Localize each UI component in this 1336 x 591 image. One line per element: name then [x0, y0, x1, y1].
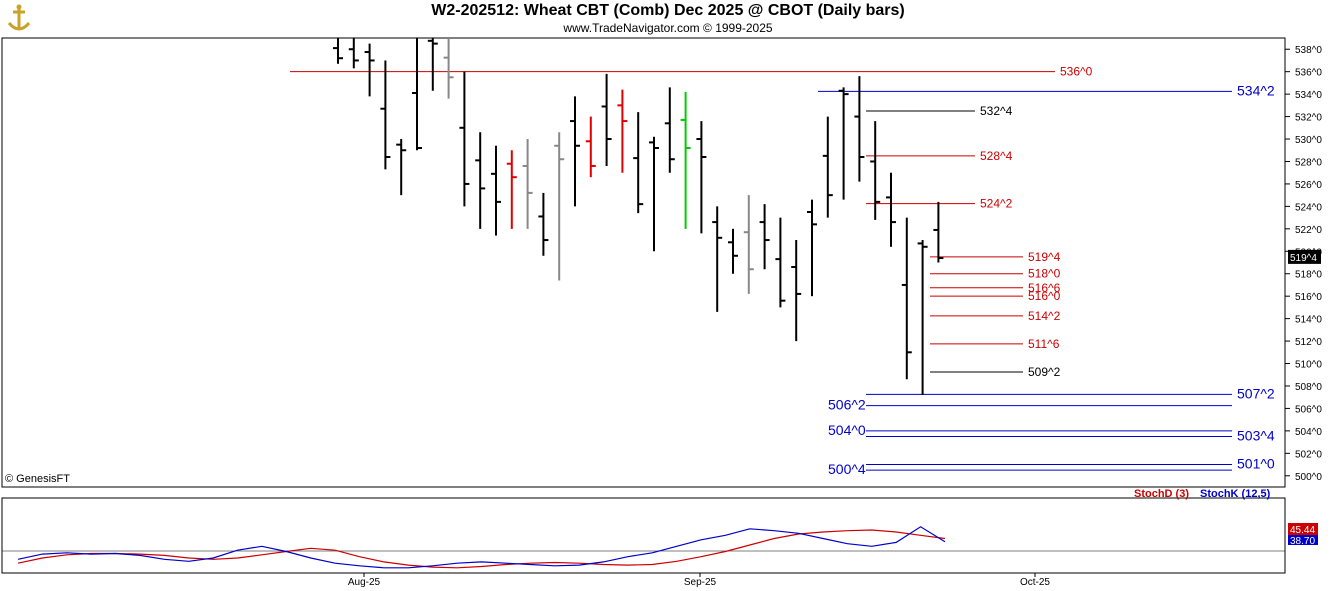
- stoch-line: [17, 529, 946, 569]
- ohlc-bar: [617, 89, 628, 173]
- y-tick-label: 510^0: [1295, 360, 1322, 371]
- y-tick-label: 504^0: [1295, 427, 1322, 438]
- level-label: 536^0: [1060, 65, 1093, 79]
- ohlc-bar: [491, 145, 501, 236]
- y-tick-label: 516^0: [1295, 292, 1322, 303]
- ohlc-bar: [696, 121, 707, 234]
- level-label: 519^4: [1028, 250, 1061, 264]
- ohlc-bar: [506, 150, 517, 229]
- y-tick-label: 512^0: [1295, 337, 1322, 348]
- ohlc-bar: [633, 112, 644, 214]
- stochk-value-tag: [1288, 535, 1318, 545]
- y-tick-label: 538^0: [1295, 45, 1322, 56]
- y-tick-label: 524^0: [1295, 202, 1322, 213]
- last-price-tag: [1288, 249, 1321, 264]
- ohlc-bar: [743, 195, 754, 294]
- stochk-legend: StochK (12,5): [1200, 488, 1271, 500]
- ohlc-bar: [712, 206, 723, 312]
- y-tick-label: 532^0: [1295, 113, 1322, 124]
- y-tick-label: 500^0: [1295, 472, 1322, 483]
- level-label: 518^0: [1028, 267, 1061, 281]
- ohlc-bar: [554, 132, 565, 281]
- level-label: 524^2: [980, 197, 1013, 211]
- y-tick-label: 534^0: [1295, 90, 1322, 101]
- level-label: 532^4: [980, 104, 1013, 118]
- chart-header: W2-202512: Wheat CBT (Comb) Dec 2025 @ C…: [0, 0, 1336, 38]
- chart-subtitle: www.TradeNavigator.com © 1999-2025: [563, 21, 773, 35]
- copyright-label: © GenesisFT: [5, 473, 70, 485]
- ohlc-bar: [333, 38, 343, 64]
- level-label: 504^0: [828, 422, 866, 438]
- ohlc-bar: [412, 38, 422, 151]
- y-tick-label: 518^0: [1295, 270, 1322, 281]
- y-tick-label: 530^0: [1295, 135, 1322, 146]
- level-label: 509^2: [1028, 365, 1061, 379]
- level-label: 516^6: [1028, 281, 1061, 295]
- level-label: 511^6: [1028, 337, 1060, 351]
- ohlc-bar: [775, 217, 786, 308]
- ohlc-bar: [838, 87, 849, 200]
- x-tick-label: Aug-25: [348, 577, 381, 588]
- level-label: 506^2: [828, 397, 866, 413]
- level-label: 514^2: [1028, 309, 1061, 323]
- ohlc-bar: [475, 132, 486, 229]
- ohlc-bar: [917, 240, 928, 395]
- x-tick-label: Sep-25: [684, 577, 717, 588]
- anchor-logo-icon: [3, 3, 35, 35]
- y-tick-label: 514^0: [1295, 315, 1322, 326]
- ohlc-bar: [854, 76, 865, 182]
- level-label: 528^4: [980, 149, 1013, 163]
- ohlc-bar: [601, 73, 612, 166]
- ohlc-bar: [396, 139, 407, 196]
- ohlc-bar: [870, 121, 881, 220]
- y-tick-label: 506^0: [1295, 404, 1322, 415]
- ohlc-bar: [649, 136, 659, 252]
- y-tick-label: 526^0: [1295, 180, 1322, 191]
- level-label: 501^0: [1237, 456, 1275, 472]
- y-tick-label: 536^0: [1295, 68, 1322, 79]
- ohlc-bar: [728, 228, 738, 274]
- ohlc-bar: [538, 192, 549, 256]
- level-label: 507^2: [1237, 385, 1275, 401]
- level-label: 516^0: [1028, 289, 1061, 303]
- ohlc-bar: [443, 38, 454, 99]
- ohlc-bar: [664, 87, 675, 173]
- ohlc-bar: [933, 201, 944, 263]
- x-tick-label: Oct-25: [1020, 577, 1050, 588]
- stoch-line: [17, 526, 946, 569]
- ohlc-bar: [791, 240, 802, 342]
- ohlc-bar: [427, 38, 438, 91]
- ohlc-bar: [364, 43, 375, 97]
- ohlc-bar: [822, 116, 833, 218]
- ohlc-bar: [807, 199, 817, 297]
- y-tick-label: 522^0: [1295, 225, 1322, 236]
- level-label: 500^4: [828, 461, 866, 477]
- ohlc-bar: [348, 38, 359, 69]
- ohlc-bar: [380, 60, 391, 170]
- ohlc-bar: [901, 217, 912, 380]
- last-price-label: 519^4: [1290, 253, 1317, 264]
- ohlc-bar: [680, 91, 691, 229]
- y-tick-label: 502^0: [1295, 449, 1322, 460]
- stoch-plot-frame: [1, 497, 1286, 574]
- level-label: 534^2: [1237, 82, 1275, 98]
- y-tick-label: 508^0: [1295, 382, 1322, 393]
- stochd-value-label: 45.44: [1290, 525, 1315, 536]
- stochk-value-label: 38.70: [1290, 536, 1315, 547]
- ohlc-bar: [459, 71, 470, 207]
- ohlc-bar: [585, 116, 596, 178]
- ohlc-bar: [759, 204, 770, 270]
- chart-title: W2-202512: Wheat CBT (Comb) Dec 2025 @ C…: [431, 2, 905, 19]
- level-label: 503^4: [1237, 427, 1275, 443]
- price-plot-frame: [1, 37, 1286, 488]
- stochd-value-tag: [1288, 523, 1318, 535]
- ohlc-bar: [522, 139, 533, 229]
- ohlc-bar: [570, 96, 580, 207]
- ohlc-bar: [886, 172, 896, 247]
- stochd-legend: StochD (3): [1134, 488, 1189, 500]
- y-tick-label: 528^0: [1295, 157, 1322, 168]
